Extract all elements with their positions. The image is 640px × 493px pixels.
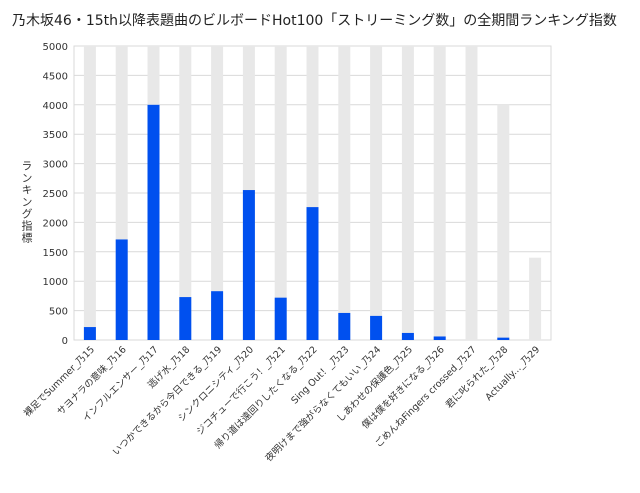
bar-series2-9: [370, 315, 383, 340]
y-tick-label: 3000: [43, 160, 68, 171]
bar-series2-5: [242, 190, 255, 340]
y-tick-label: 0: [62, 336, 68, 347]
y-axis-title: ランキング指標: [20, 160, 33, 244]
bar-series1-0: [83, 46, 96, 340]
bar-series1-10: [401, 46, 414, 340]
y-tick-label: 4500: [43, 71, 68, 82]
y-tick-label: 1000: [43, 277, 68, 288]
bar-series1-9: [370, 46, 383, 340]
bar-series1-13: [497, 104, 510, 340]
bar-series2-1: [115, 239, 128, 340]
bar-series1-12: [465, 46, 478, 340]
bar-series2-10: [401, 332, 414, 340]
bar-series2-7: [306, 207, 319, 340]
bar-series1-6: [274, 46, 287, 340]
y-tick-label: 1500: [43, 248, 68, 259]
x-tick-label: Sing Out！_乃23: [289, 344, 351, 406]
bar-series2-4: [211, 291, 224, 340]
bar-series2-6: [274, 297, 287, 340]
y-tick-label: 3500: [43, 130, 68, 141]
y-tick-label: 2500: [43, 189, 68, 200]
bar-series2-11: [433, 336, 446, 340]
bar-series2-2: [147, 104, 160, 340]
bar-series2-0: [83, 327, 96, 340]
bar-series1-4: [211, 46, 224, 340]
bar-series2-8: [338, 312, 351, 340]
bar-series2-13: [497, 337, 510, 340]
bar-series1-3: [179, 46, 192, 340]
bar-series2-3: [179, 297, 192, 340]
y-tick-label: 4000: [43, 101, 68, 112]
chart-title: 乃木坂46・15th以降表題曲のビルボードHot100「ストリーミング数」の全期…: [12, 13, 617, 29]
y-tick-label: 2000: [43, 218, 68, 229]
x-tick-label: 夜明けまで強がらなくてもいい_乃24: [263, 344, 383, 464]
y-tick-label: 500: [49, 307, 68, 318]
bar-series1-11: [433, 46, 446, 340]
x-tick-label: Actually..._乃29: [483, 344, 542, 403]
bar-series1-14: [529, 257, 542, 340]
bar-series1-8: [338, 46, 351, 340]
y-tick-label: 5000: [43, 42, 68, 53]
